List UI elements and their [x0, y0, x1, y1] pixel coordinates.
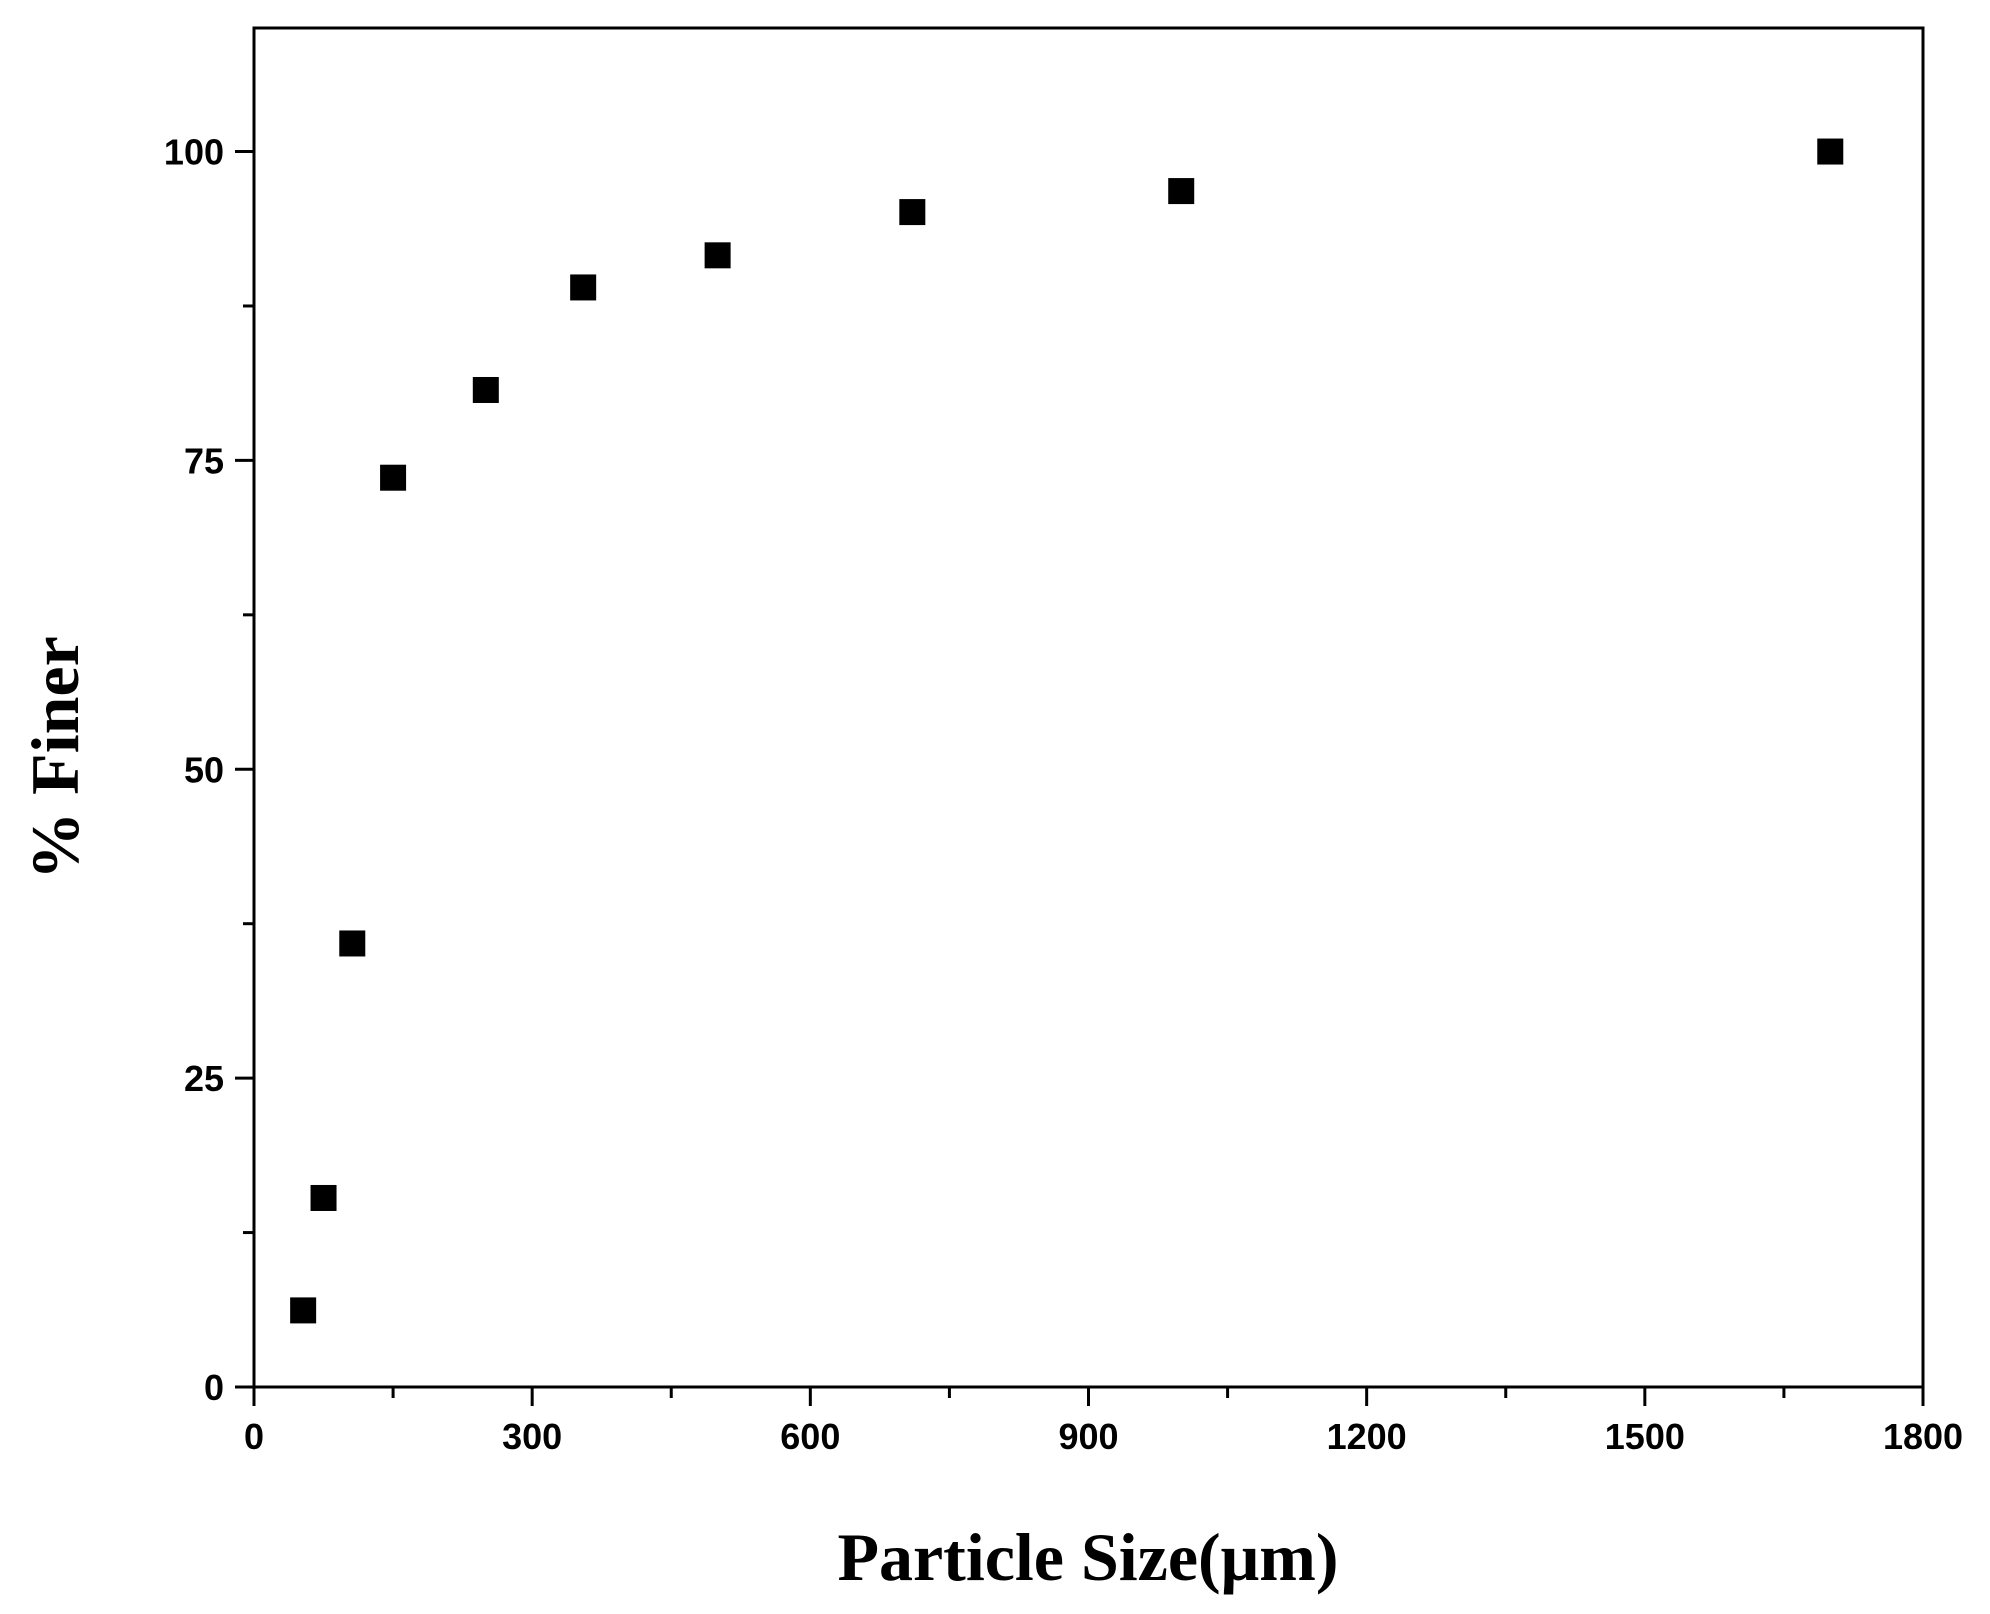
x-tick-label: 1800 [1883, 1416, 1963, 1457]
y-tick-label: 25 [184, 1058, 224, 1099]
x-tick-label: 600 [780, 1416, 840, 1457]
y-tick-label: 100 [164, 132, 224, 173]
y-tick-label: 75 [184, 440, 224, 481]
data-point [472, 376, 499, 403]
x-tick-label: 1200 [1327, 1416, 1407, 1457]
data-point [310, 1184, 337, 1211]
data-point [1817, 138, 1844, 165]
plot-frame [252, 26, 1925, 1389]
x-tick-label: 300 [502, 1416, 562, 1457]
data-point [704, 242, 731, 269]
data-point [1168, 178, 1195, 205]
data-point [339, 930, 366, 957]
data-point [570, 274, 597, 301]
x-tick-label: 1500 [1605, 1416, 1685, 1457]
data-point [380, 464, 407, 491]
x-tick-label: 0 [244, 1416, 264, 1457]
y-tick-label: 0 [204, 1367, 224, 1408]
data-point [290, 1297, 317, 1324]
y-axis-title: % Finer [17, 636, 93, 880]
x-tick-label: 900 [1058, 1416, 1118, 1457]
x-axis-title: Particle Size(μm) [837, 1519, 1338, 1595]
y-tick-label: 50 [184, 749, 224, 790]
data-point [899, 199, 926, 226]
